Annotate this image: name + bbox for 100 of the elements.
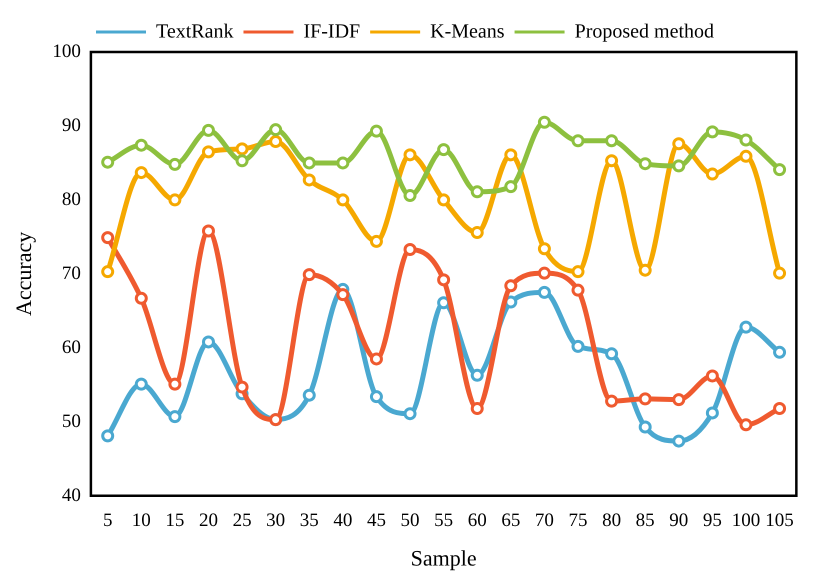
point [168, 193, 182, 206]
point [504, 148, 518, 162]
x-tick-label: 85 [636, 510, 655, 532]
point [470, 402, 484, 416]
point [134, 166, 148, 180]
point [706, 125, 719, 138]
point [605, 134, 618, 148]
point [706, 406, 719, 420]
point [336, 156, 350, 170]
point [672, 393, 686, 406]
x-tick-label: 105 [765, 510, 794, 532]
point [773, 346, 786, 359]
x-tick-label: 35 [300, 510, 319, 532]
point [370, 124, 383, 138]
point [370, 234, 383, 248]
point [236, 154, 249, 168]
y-tick-label: 50 [62, 410, 81, 432]
point [101, 265, 114, 278]
point [538, 116, 551, 129]
y-tick-label: 40 [62, 484, 81, 506]
point [269, 135, 282, 148]
point [101, 429, 114, 442]
x-tick-label: 10 [132, 510, 151, 532]
point [336, 288, 350, 302]
y-tick-label: 100 [52, 40, 81, 62]
legend-label: TextRank [156, 20, 234, 42]
x-tick-label: 65 [501, 510, 520, 532]
point [605, 394, 618, 408]
point [437, 273, 450, 286]
point [202, 124, 215, 137]
point [370, 352, 383, 366]
point [538, 286, 551, 299]
point [773, 163, 786, 176]
point [168, 410, 182, 424]
point [605, 154, 618, 168]
point [404, 407, 417, 420]
x-tick-label: 50 [400, 510, 420, 532]
point [605, 347, 618, 360]
x-tick-label: 45 [366, 510, 386, 532]
point [134, 378, 148, 391]
x-tick-label: 25 [232, 510, 252, 532]
point [739, 134, 752, 147]
point [437, 193, 450, 206]
y-tick-label: 60 [62, 336, 81, 358]
legend-label: K-Means [430, 20, 505, 42]
point [370, 390, 383, 404]
point [168, 378, 182, 391]
point [236, 380, 249, 394]
point [302, 173, 316, 186]
point [739, 150, 752, 163]
point [638, 264, 652, 277]
x-tick-label: 60 [468, 510, 487, 532]
x-tick-label: 80 [602, 510, 622, 532]
x-tick-label: 20 [198, 510, 218, 532]
point [504, 279, 518, 292]
point [101, 231, 114, 244]
point [302, 268, 316, 282]
point [202, 224, 215, 238]
point [538, 266, 551, 280]
point [572, 340, 584, 353]
point [672, 137, 686, 150]
x-tick-label: 30 [266, 510, 286, 532]
point [773, 266, 786, 280]
point [470, 185, 484, 198]
point [638, 392, 652, 406]
x-tick-label: 55 [434, 510, 454, 532]
x-tick-label: 100 [732, 510, 760, 532]
point [739, 418, 752, 432]
x-tick-label: 5 [102, 510, 112, 532]
x-tick-label: 70 [534, 510, 554, 532]
point [470, 226, 484, 239]
point [470, 368, 484, 382]
point [269, 123, 282, 136]
point [404, 188, 417, 202]
point [572, 284, 584, 297]
point [101, 156, 114, 169]
x-tick-label: 95 [702, 510, 722, 532]
point [672, 159, 686, 172]
point [336, 193, 350, 206]
x-tick-label: 15 [165, 510, 184, 532]
y-tick-label: 80 [62, 188, 81, 210]
point [302, 156, 316, 170]
x-axis-title: Sample [410, 546, 477, 571]
point [504, 180, 518, 194]
point [236, 142, 249, 156]
point [404, 242, 417, 256]
point [437, 143, 450, 156]
point [404, 148, 417, 162]
legend-label: IF-IDF [303, 20, 360, 42]
point [638, 420, 652, 434]
y-axis-title: Accuracy [10, 232, 36, 316]
x-tick-label: 75 [568, 510, 588, 532]
point [572, 134, 584, 148]
point [773, 402, 786, 416]
point [706, 369, 719, 382]
point [538, 242, 551, 256]
x-tick-label: 40 [333, 510, 352, 532]
point [572, 265, 584, 278]
point [706, 168, 719, 181]
point [134, 138, 148, 152]
